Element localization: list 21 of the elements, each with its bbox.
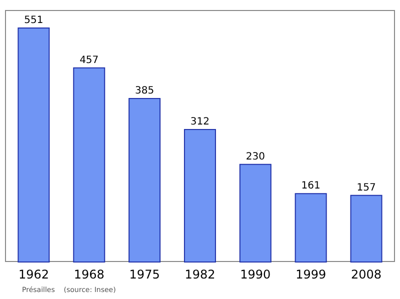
x-tick-label: 1962	[18, 268, 49, 282]
bar	[18, 28, 50, 262]
data-label: 230	[246, 151, 265, 162]
data-label: 157	[356, 182, 376, 194]
bar	[294, 193, 327, 262]
x-tick-label: 2008	[351, 268, 382, 282]
data-label: 385	[135, 85, 154, 96]
x-tick-label: 1999	[296, 268, 326, 282]
data-label: 551	[24, 15, 44, 26]
bar	[184, 129, 216, 262]
x-tick-label: 1982	[184, 268, 216, 282]
data-label: 312	[190, 116, 210, 128]
bar	[239, 164, 272, 262]
bar	[73, 67, 106, 262]
data-label: 457	[80, 54, 99, 66]
x-tick-label: 1975	[129, 268, 160, 282]
x-tick-label: 1990	[240, 268, 271, 282]
x-tick-label: 1968	[74, 268, 104, 282]
data-label: 161	[301, 180, 320, 192]
bar	[128, 98, 161, 262]
bar	[350, 194, 382, 262]
